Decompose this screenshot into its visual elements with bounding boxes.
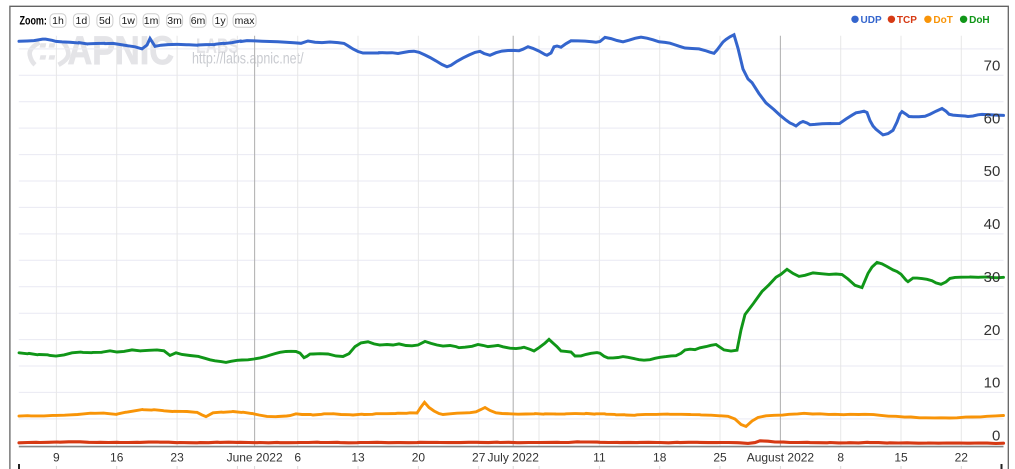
svg-text:60: 60: [984, 110, 1001, 127]
svg-text:22: 22: [955, 451, 969, 465]
svg-text:0: 0: [992, 428, 1000, 445]
svg-text:1y: 1y: [215, 15, 227, 27]
svg-text:August 2022: August 2022: [747, 451, 815, 465]
svg-text:1d: 1d: [76, 15, 88, 27]
svg-text:Zoom:: Zoom:: [20, 14, 47, 28]
svg-text:25: 25: [713, 451, 727, 465]
svg-text:1w: 1w: [121, 15, 135, 27]
svg-text:TCP: TCP: [897, 15, 917, 26]
svg-text:July 2022: July 2022: [488, 451, 540, 465]
svg-text:6m: 6m: [191, 15, 206, 27]
svg-text:DoH: DoH: [969, 15, 990, 26]
svg-text:13: 13: [351, 451, 365, 465]
svg-text:40: 40: [984, 216, 1001, 233]
svg-text:16: 16: [110, 451, 124, 465]
svg-text:23: 23: [170, 451, 184, 465]
svg-text:UDP: UDP: [861, 15, 882, 26]
svg-text:50: 50: [984, 163, 1001, 180]
svg-text:70: 70: [984, 58, 1001, 75]
svg-text:3m: 3m: [167, 15, 182, 27]
svg-text:27: 27: [472, 451, 486, 465]
svg-text:June 2022: June 2022: [227, 451, 283, 465]
svg-text:30: 30: [984, 269, 1001, 286]
svg-text:8: 8: [837, 451, 844, 465]
svg-text:APNIC: APNIC: [68, 29, 174, 73]
svg-text:20: 20: [984, 322, 1001, 339]
svg-text:max: max: [235, 15, 256, 27]
svg-text:DoT: DoT: [933, 15, 952, 26]
svg-text:1h: 1h: [52, 15, 64, 27]
svg-text:1m: 1m: [144, 15, 159, 27]
svg-text:5d: 5d: [99, 15, 111, 27]
svg-text:10: 10: [984, 375, 1001, 392]
svg-text:http://labs.apnic.net/: http://labs.apnic.net/: [192, 50, 304, 68]
svg-text:6: 6: [294, 451, 301, 465]
svg-text:18: 18: [653, 451, 667, 465]
svg-text:11: 11: [593, 451, 606, 465]
svg-text:9: 9: [53, 451, 60, 465]
svg-text:20: 20: [412, 451, 426, 465]
svg-text:15: 15: [894, 451, 908, 465]
